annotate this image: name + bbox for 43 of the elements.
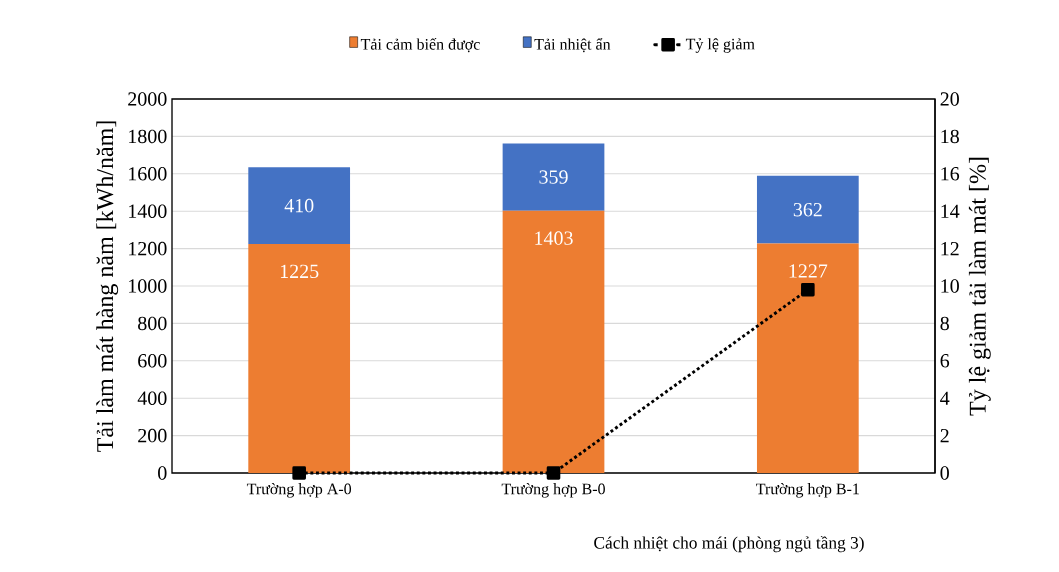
data-label: 1225 xyxy=(280,264,319,279)
y2-axis-title: Tỷ lệ giảm tải làm mát [%] xyxy=(968,157,991,416)
bar xyxy=(502,143,605,211)
y2-tick-label: 12 xyxy=(941,241,959,256)
y2-tick-label: 20 xyxy=(940,92,959,106)
legend-label: Tải cảm biến được xyxy=(360,37,480,53)
data-label: 359 xyxy=(539,170,568,184)
y-tick-label: 800 xyxy=(138,316,167,331)
x-axis-title: Cách nhiệt cho mái (phòng ngủ tầng 3) xyxy=(594,535,864,553)
y2-tick-label: 0 xyxy=(940,466,949,480)
legend-label: Tỷ lệ giảm xyxy=(685,38,755,53)
x-tick-label: Trường hợp B-0 xyxy=(501,483,605,498)
bar xyxy=(756,175,859,244)
y-tick-label: 600 xyxy=(138,354,167,368)
y-tick-label: 200 xyxy=(138,428,167,443)
y2-tick-label: 10 xyxy=(941,279,959,293)
x-tick-label: Trường hợp A-0 xyxy=(246,483,352,498)
y2-tick-label: 18 xyxy=(941,129,959,144)
y2-tick-label: 6 xyxy=(940,354,950,368)
y-tick-label: 1400 xyxy=(129,204,167,218)
data-label: 362 xyxy=(793,202,822,217)
data-label: 1227 xyxy=(789,264,828,278)
y-tick-label: 1600 xyxy=(129,167,167,181)
y-axis-title: Tải làm mát hàng năm [kWh/năm] xyxy=(96,121,119,452)
bar xyxy=(248,243,351,473)
y2-tick-label: 2 xyxy=(940,428,949,443)
y2-tick-label: 8 xyxy=(940,316,949,331)
y-tick-label: 1200 xyxy=(129,241,167,256)
y-tick-label: 0 xyxy=(158,466,167,480)
y2-tick-label: 16 xyxy=(941,167,960,181)
bar xyxy=(248,167,351,244)
x-tick-label: Trường hợp B-1 xyxy=(756,483,859,498)
legend-label: Tải nhiệt ẩn xyxy=(534,37,611,53)
data-label: 410 xyxy=(284,198,314,213)
data-label: 1403 xyxy=(535,231,573,245)
y2-tick-label: 4 xyxy=(940,391,950,405)
bar xyxy=(756,243,859,473)
y-tick-label: 400 xyxy=(137,391,167,405)
y-tick-label: 1000 xyxy=(129,279,167,293)
bar xyxy=(502,210,605,473)
y-tick-label: 1800 xyxy=(129,129,167,144)
y-tick-label: 2000 xyxy=(128,92,167,106)
y2-tick-label: 14 xyxy=(941,204,960,218)
